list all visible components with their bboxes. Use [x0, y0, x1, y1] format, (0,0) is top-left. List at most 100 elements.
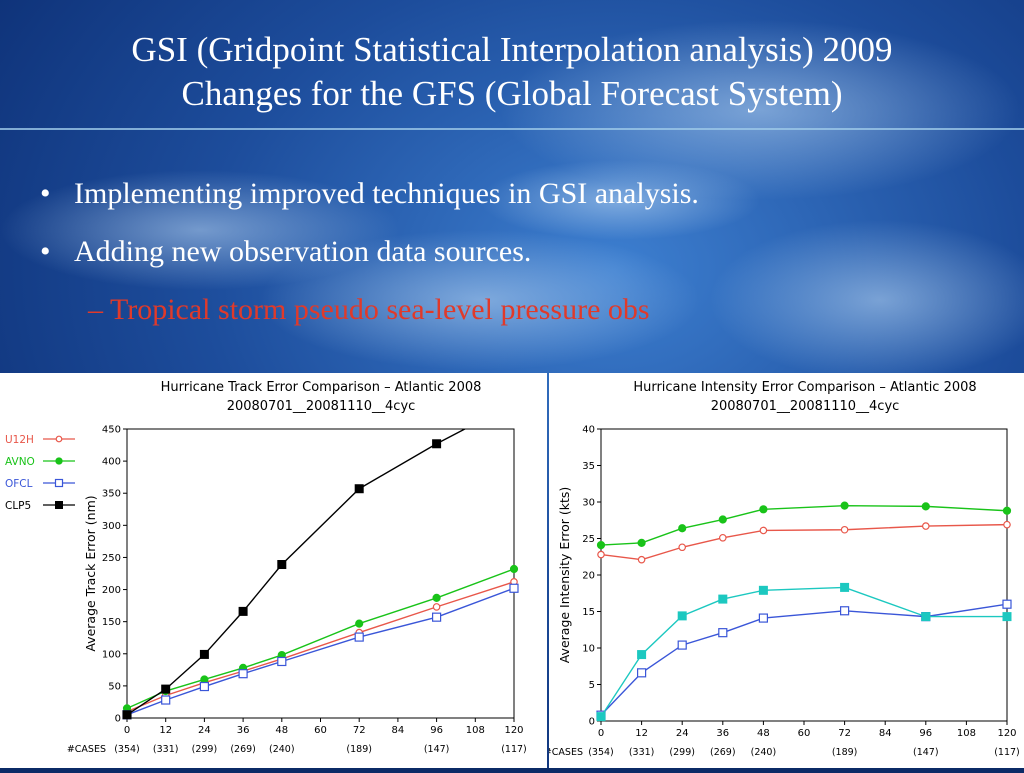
data-point: [277, 656, 287, 667]
y-tick-label: 350: [102, 489, 121, 500]
legend-label: AVNO: [5, 456, 35, 468]
x-tick-label: 12: [159, 725, 172, 736]
y-tick-label: 35: [582, 461, 595, 472]
case-count-label: (117): [994, 747, 1020, 758]
legend-marker: [55, 435, 63, 443]
x-tick-label: 24: [676, 728, 689, 739]
data-point: [199, 681, 209, 692]
x-tick-label: 108: [466, 725, 485, 736]
data-point: [678, 543, 687, 552]
series-line: [127, 587, 514, 716]
data-point: [1003, 520, 1011, 529]
x-tick-label: 36: [716, 728, 729, 739]
data-point: [1002, 599, 1012, 609]
case-count-label: (147): [424, 744, 450, 755]
legend-marker: [55, 457, 63, 465]
data-point: [122, 710, 132, 720]
plot-frame: [126, 428, 515, 719]
bullet-dot: •: [40, 177, 51, 210]
data-point: [597, 550, 605, 559]
data-point: [636, 668, 647, 678]
case-count-label: (299): [192, 744, 218, 755]
legend-label: OFCL: [5, 478, 33, 490]
case-count-label: (240): [751, 747, 777, 758]
case-count-label: (189): [832, 747, 858, 758]
case-count-label: (189): [346, 744, 372, 755]
x-tick-label: 96: [919, 728, 932, 739]
x-tick-label: 36: [237, 725, 250, 736]
data-point: [509, 583, 519, 593]
data-point: [718, 628, 728, 638]
data-point: [1002, 506, 1012, 515]
y-tick-label: 5: [589, 680, 595, 691]
y-axis-label: Average Intensity Error (kts): [557, 487, 572, 664]
case-count-label: (117): [501, 744, 527, 755]
data-point: [354, 484, 364, 494]
x-tick-label: 0: [124, 725, 130, 736]
x-tick-label: 96: [430, 725, 443, 736]
x-tick-label: 60: [798, 728, 811, 739]
data-point: [238, 606, 248, 616]
data-point: [921, 522, 930, 530]
x-tick-label: 12: [635, 728, 648, 739]
title-line-2: Changes for the GFS (Global Forecast Sys…: [181, 74, 843, 113]
y-tick-label: 200: [102, 585, 121, 596]
y-tick-label: 10: [582, 644, 595, 655]
y-tick-label: 50: [108, 681, 121, 692]
chart-title: Hurricane Track Error Comparison – Atlan…: [161, 380, 482, 395]
x-tick-label: 48: [275, 725, 288, 736]
y-tick-label: 100: [102, 649, 121, 660]
data-point: [921, 502, 930, 511]
title-line-1: GSI (Gridpoint Statistical Interpolation…: [131, 30, 893, 69]
data-point: [277, 560, 287, 570]
bullet-item: • Adding new observation data sources.: [40, 228, 699, 286]
cases-label: #CASES: [67, 744, 106, 755]
data-point: [758, 613, 768, 623]
case-count-label: (354): [114, 744, 140, 755]
bullet-dot: •: [40, 235, 51, 268]
intensity-error-chart-panel: Hurricane Intensity Error Comparison – A…: [544, 373, 1024, 768]
series-line: [601, 523, 1007, 561]
legend-marker: [54, 478, 64, 488]
bullet-list: • Implementing improved techniques in GSI…: [40, 170, 699, 286]
y-tick-label: 450: [102, 425, 121, 436]
chart-title: Hurricane Intensity Error Comparison – A…: [633, 380, 976, 395]
y-tick-label: 250: [102, 553, 121, 564]
y-tick-label: 150: [102, 617, 121, 628]
data-point: [199, 649, 209, 659]
data-point: [432, 612, 442, 622]
bullet-text: Adding new observation data sources.: [74, 235, 532, 268]
series-line: [601, 586, 1007, 718]
slide-title: GSI (Gridpoint Statistical Interpolation…: [0, 28, 1024, 116]
y-tick-label: 30: [582, 498, 595, 509]
x-tick-label: 48: [757, 728, 770, 739]
series-line: [127, 581, 514, 713]
data-point: [718, 594, 728, 604]
y-tick-label: 20: [582, 571, 595, 582]
data-point: [1002, 612, 1012, 622]
x-tick-label: 24: [198, 725, 211, 736]
y-tick-label: 25: [582, 534, 595, 545]
legend-label: U12H: [5, 434, 34, 446]
x-tick-label: 84: [879, 728, 892, 739]
cases-label: #CASES: [549, 747, 583, 758]
case-count-label: (240): [269, 744, 295, 755]
data-point: [637, 555, 646, 564]
intensity-error-chart: Hurricane Intensity Error Comparison – A…: [544, 380, 1020, 758]
case-count-label: (331): [153, 744, 179, 755]
data-point: [678, 524, 687, 533]
x-tick-label: 120: [997, 728, 1016, 739]
series-line: [127, 429, 467, 716]
data-point: [161, 684, 171, 694]
x-tick-label: 72: [353, 725, 366, 736]
series-line: [601, 603, 1007, 716]
chart-subtitle: 20080701__20081110__4cyc: [711, 399, 900, 414]
title-divider: [0, 128, 1024, 130]
data-point: [677, 640, 687, 650]
data-point: [840, 582, 850, 592]
data-point: [238, 669, 248, 679]
y-tick-label: 40: [582, 425, 595, 436]
data-point: [840, 501, 849, 510]
bullet-item: • Implementing improved techniques in GSI…: [40, 170, 699, 228]
data-point: [921, 612, 931, 622]
